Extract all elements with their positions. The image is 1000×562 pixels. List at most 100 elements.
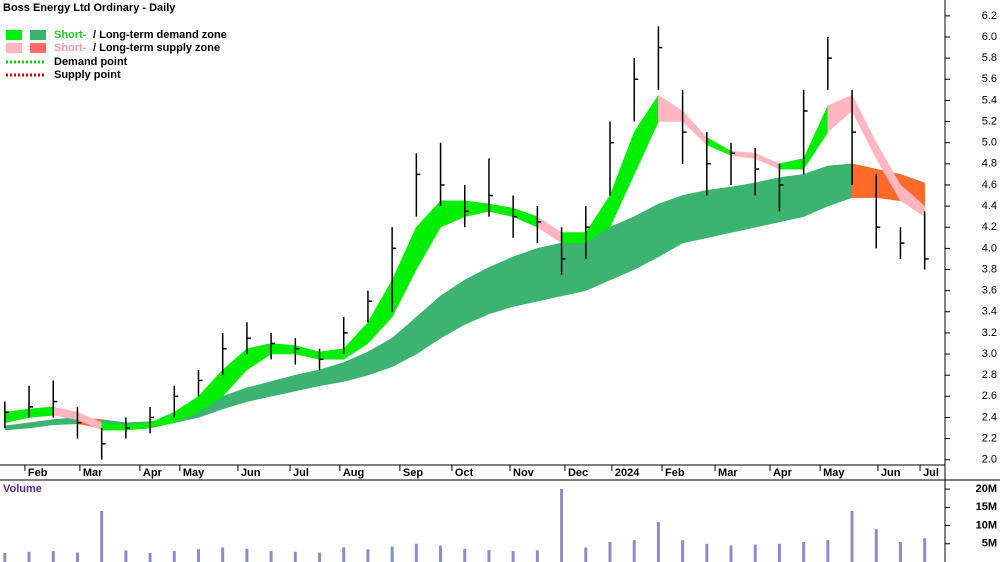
legend-label: / Long-term demand zone bbox=[93, 29, 227, 41]
volume-bar bbox=[269, 551, 273, 562]
x-tick-label: Jul bbox=[293, 467, 309, 479]
volume-bar bbox=[439, 545, 443, 562]
x-tick-label: Mar bbox=[83, 467, 103, 479]
legend-swatch bbox=[6, 30, 22, 40]
y-tick-label: 4.6 bbox=[982, 179, 997, 191]
volume: 5M 10M 15M 20M bbox=[3, 483, 997, 562]
volume-bar bbox=[802, 541, 806, 562]
volume-title: Volume bbox=[3, 483, 42, 495]
x-tick-label: Jun bbox=[241, 467, 261, 479]
x-tick-label: 2024 bbox=[615, 467, 640, 479]
x-tick-label: Dec bbox=[568, 467, 588, 479]
volume-bar bbox=[850, 510, 854, 562]
volume-bar bbox=[51, 551, 55, 562]
volume-bar bbox=[753, 544, 757, 562]
legend-highlight: Short- bbox=[54, 42, 87, 54]
chart-title: Boss Energy Ltd Ordinary - Daily bbox=[3, 2, 176, 14]
y-tick-label: 2.0 bbox=[982, 454, 997, 466]
long-term-zone bbox=[851, 163, 877, 198]
y-tick-label: 15M bbox=[976, 501, 997, 513]
legend-swatch bbox=[30, 30, 46, 40]
long-term-zone bbox=[537, 242, 562, 302]
y-tick-label: 6.2 bbox=[982, 10, 997, 22]
y-tick-label: 6.0 bbox=[982, 31, 997, 43]
volume-bar bbox=[584, 547, 588, 562]
y-tick-label: 2.8 bbox=[982, 369, 997, 381]
volume-bar bbox=[487, 549, 491, 562]
volume-bar bbox=[874, 529, 878, 562]
x-tick-label: Feb bbox=[665, 467, 685, 479]
long-term-zone bbox=[706, 186, 732, 239]
y-tick-label: 2.2 bbox=[982, 432, 997, 444]
short-term-zone bbox=[561, 232, 587, 244]
volume-bar bbox=[705, 543, 709, 562]
volume-bar bbox=[390, 546, 394, 562]
legend: Short- / Long-term demand zone Short- / … bbox=[6, 29, 227, 81]
x-tick-label: Jun bbox=[881, 467, 901, 479]
y-tick-label: 2.4 bbox=[982, 411, 997, 423]
volume-bar bbox=[366, 549, 370, 562]
volume-bar bbox=[923, 538, 927, 562]
volume-bar bbox=[535, 550, 539, 562]
legend-swatch bbox=[30, 43, 46, 53]
y-tick-label: 4.8 bbox=[982, 158, 997, 170]
volume-bar bbox=[245, 548, 249, 562]
volume-bar bbox=[632, 540, 636, 562]
volume-bar bbox=[826, 540, 830, 562]
x-tick-label: Apr bbox=[143, 467, 163, 479]
y-tick-label: 3.6 bbox=[982, 285, 997, 297]
x-tick-label: Feb bbox=[28, 467, 48, 479]
volume-bar bbox=[172, 551, 176, 562]
volume-bar bbox=[196, 549, 200, 562]
short-term-zone bbox=[270, 343, 296, 355]
y-tick-label: 3.2 bbox=[982, 327, 997, 339]
volume-bar bbox=[318, 552, 322, 562]
x-tick-label: Aug bbox=[343, 467, 364, 479]
long-term-zone bbox=[730, 182, 756, 233]
short-term-zone bbox=[28, 406, 54, 418]
volume-bar bbox=[608, 541, 612, 562]
bands bbox=[4, 94, 925, 431]
y-tick-label: 4.0 bbox=[982, 242, 997, 254]
candles bbox=[4, 26, 929, 460]
x-tick-label: Nov bbox=[513, 467, 535, 479]
y-tick-label: 5M bbox=[982, 538, 997, 550]
volume-bar bbox=[293, 551, 297, 562]
volume-bar bbox=[221, 547, 225, 562]
volume-bar bbox=[75, 552, 79, 562]
volume-bar bbox=[463, 548, 467, 562]
long-term-zone bbox=[609, 216, 635, 281]
volume-bar bbox=[414, 543, 418, 562]
y-tick-label: 3.4 bbox=[982, 306, 997, 318]
volume-bar bbox=[27, 551, 31, 562]
volume-bar bbox=[560, 489, 564, 562]
volume-bar bbox=[681, 540, 685, 562]
x-tick-label: Apr bbox=[773, 467, 793, 479]
volume-bar bbox=[3, 552, 7, 562]
x-tick-label: May bbox=[183, 467, 205, 479]
x-tick-label: Sep bbox=[403, 467, 423, 479]
volume-bar bbox=[511, 551, 515, 562]
legend-label: / Long-term supply zone bbox=[93, 42, 220, 54]
volume-bar bbox=[777, 543, 781, 562]
y-tick-label: 3.8 bbox=[982, 263, 997, 275]
long-term-zone bbox=[682, 189, 708, 244]
long-term-zone bbox=[754, 177, 780, 228]
y-tick-label: 5.8 bbox=[982, 52, 997, 64]
x-tick-label: May bbox=[823, 467, 845, 479]
volume-bar bbox=[656, 521, 660, 562]
long-term-zone bbox=[561, 237, 587, 297]
long-term-zone bbox=[512, 248, 538, 307]
legend-label: Supply point bbox=[54, 69, 121, 81]
volume-bar bbox=[124, 550, 128, 562]
y-tick-label: 5.4 bbox=[982, 94, 997, 106]
long-term-zone bbox=[779, 174, 804, 223]
y-tick-label: 3.0 bbox=[982, 348, 997, 360]
y-tick-label: 5.0 bbox=[982, 137, 997, 149]
volume-bar bbox=[148, 552, 152, 562]
y-tick-label: 4.4 bbox=[982, 200, 997, 212]
y-tick-label: 2.6 bbox=[982, 390, 997, 402]
